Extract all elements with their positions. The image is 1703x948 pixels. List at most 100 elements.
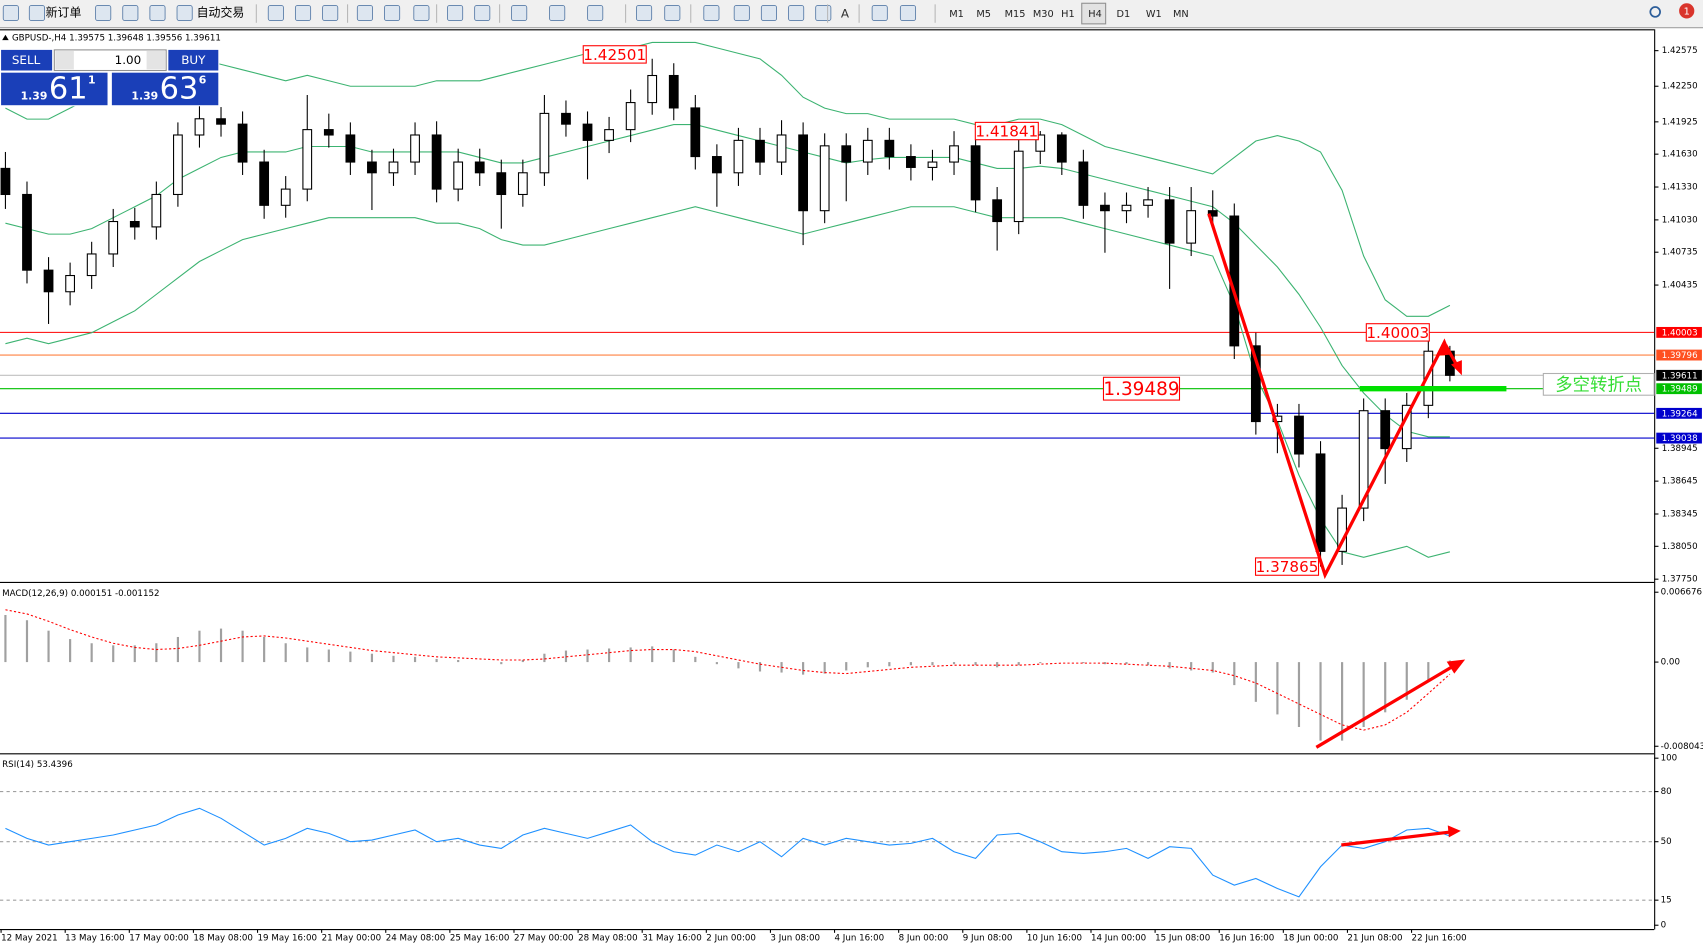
toolbar-icon[interactable]	[549, 4, 566, 22]
price-annotation: 1.41841	[975, 123, 1038, 141]
timeframe-button[interactable]: H4	[1088, 9, 1102, 20]
toolbar-icon[interactable]	[267, 4, 284, 22]
x-tick-label: 12 May 2021	[1, 934, 58, 944]
x-tick-label: 24 May 08:00	[386, 934, 446, 944]
toolbar	[0, 0, 1703, 28]
candle-body	[755, 139, 765, 163]
macd-trend-arrow	[1315, 663, 1457, 749]
toolbar-icon[interactable]	[447, 4, 464, 22]
timeframe-button[interactable]: D1	[1117, 9, 1131, 20]
x-tick-label: 31 May 16:00	[642, 934, 702, 944]
rsi-trend-arrow	[1341, 830, 1452, 847]
candle-body	[129, 220, 140, 228]
sell-label[interactable]: SELL	[12, 53, 41, 67]
y-tick-label: 0.00	[1661, 658, 1680, 668]
pivot-note: 多空转折点	[1555, 375, 1642, 395]
price-annotation-box	[582, 45, 647, 64]
toolbar-icon[interactable]	[788, 4, 805, 22]
notification-badge[interactable]	[1679, 3, 1695, 19]
toolbar-icon[interactable]	[384, 4, 401, 22]
toolbar-icon[interactable]	[815, 4, 832, 22]
toolbar-icon[interactable]	[733, 4, 750, 22]
lot-spin-down[interactable]	[55, 50, 74, 70]
toolbar-icon[interactable]	[2, 4, 19, 22]
candle-body	[1207, 210, 1218, 217]
toolbar-icon[interactable]	[760, 4, 777, 22]
timeframe-button[interactable]: MN	[1173, 9, 1189, 20]
arrow-head	[1435, 338, 1452, 356]
sell-price-prefix: 1.39	[21, 90, 48, 103]
lot-value[interactable]: 1.00	[115, 53, 142, 67]
y-tick-label: 1.38050	[1662, 542, 1698, 552]
candle-body	[1380, 410, 1391, 450]
candle-body	[539, 112, 550, 174]
timeframe-button[interactable]: M5	[976, 9, 991, 20]
candle-body	[1143, 199, 1153, 206]
candle-body	[862, 139, 873, 163]
toolbar-icon[interactable]	[28, 4, 45, 22]
x-tick-label: 13 May 16:00	[65, 934, 125, 944]
toolbar-icon[interactable]	[95, 4, 112, 22]
toolbar-icon[interactable]	[122, 4, 139, 22]
sell-button[interactable]	[1, 49, 53, 71]
toolbar-icon[interactable]	[636, 4, 653, 22]
candle-body	[1164, 199, 1175, 244]
x-tick-label: 8 Jun 00:00	[899, 934, 949, 944]
lot-field[interactable]	[53, 49, 167, 72]
price-annotation-box	[1254, 557, 1320, 576]
toolbar-icon[interactable]	[474, 4, 491, 22]
toolbar-icon[interactable]	[356, 4, 373, 22]
toolbar-icon[interactable]	[871, 4, 888, 22]
candle-body	[216, 118, 226, 125]
y-tick-label: 1.41030	[1662, 215, 1698, 225]
toolbar-icon[interactable]	[149, 4, 166, 22]
lot-spin-up[interactable]	[146, 50, 166, 70]
toolbar-icon[interactable]	[176, 4, 193, 22]
price-annotation: 1.40003	[1366, 324, 1429, 342]
timeframe-button[interactable]: M15	[1005, 9, 1026, 20]
macd-signal	[5, 609, 1451, 731]
candle-body	[1186, 210, 1197, 244]
sell-price-box[interactable]	[1, 72, 108, 106]
new-order-label[interactable]: 新订单	[46, 6, 82, 20]
buy-price-box[interactable]	[111, 72, 219, 106]
candle-body	[1078, 161, 1089, 206]
buy-price-sup: 6	[199, 73, 207, 86]
buy-label[interactable]: BUY	[181, 53, 206, 67]
buy-button[interactable]	[168, 49, 219, 71]
toolbar-icon[interactable]	[587, 4, 604, 22]
title-marker	[2, 34, 9, 41]
toolbar-icon[interactable]	[511, 4, 528, 22]
timeframe-button[interactable]: M30	[1033, 9, 1054, 20]
timeframe-button[interactable]: W1	[1146, 9, 1162, 20]
arrow-head	[1451, 360, 1462, 376]
x-tick-label: 22 Jun 16:00	[1412, 934, 1467, 944]
candle-body	[259, 161, 270, 206]
candle-body	[65, 274, 75, 293]
toolbar-icon[interactable]	[664, 4, 681, 22]
toolbar-icon[interactable]	[322, 4, 339, 22]
price-level-tag	[1656, 407, 1702, 419]
toolbar-icon[interactable]	[703, 4, 720, 22]
candle-body	[173, 134, 183, 196]
price-annotation-box	[1365, 323, 1430, 342]
auto-trading-label[interactable]: 自动交易	[197, 6, 245, 20]
toolbar-text-tool[interactable]: A	[841, 7, 850, 21]
candle-body	[474, 161, 485, 174]
rsi-title: RSI(14) 53.4396	[2, 760, 73, 770]
price-level-label: 1.39264	[1662, 409, 1698, 419]
toolbar-icon[interactable]	[294, 4, 312, 22]
price-level-tag	[1656, 383, 1702, 395]
price-level-label: 1.40003	[1662, 328, 1698, 338]
search-icon[interactable]	[1649, 6, 1661, 18]
candle-body	[323, 129, 334, 136]
rsi-line	[5, 807, 1451, 898]
candle-body	[561, 112, 571, 125]
timeframe-button[interactable]: H1	[1061, 9, 1075, 20]
timeframe-button[interactable]: M1	[949, 9, 964, 20]
toolbar-icon[interactable]	[899, 4, 917, 22]
toolbar-icon[interactable]	[413, 4, 430, 22]
candle-body	[1100, 204, 1110, 212]
y-tick-label: 15	[1661, 896, 1672, 906]
